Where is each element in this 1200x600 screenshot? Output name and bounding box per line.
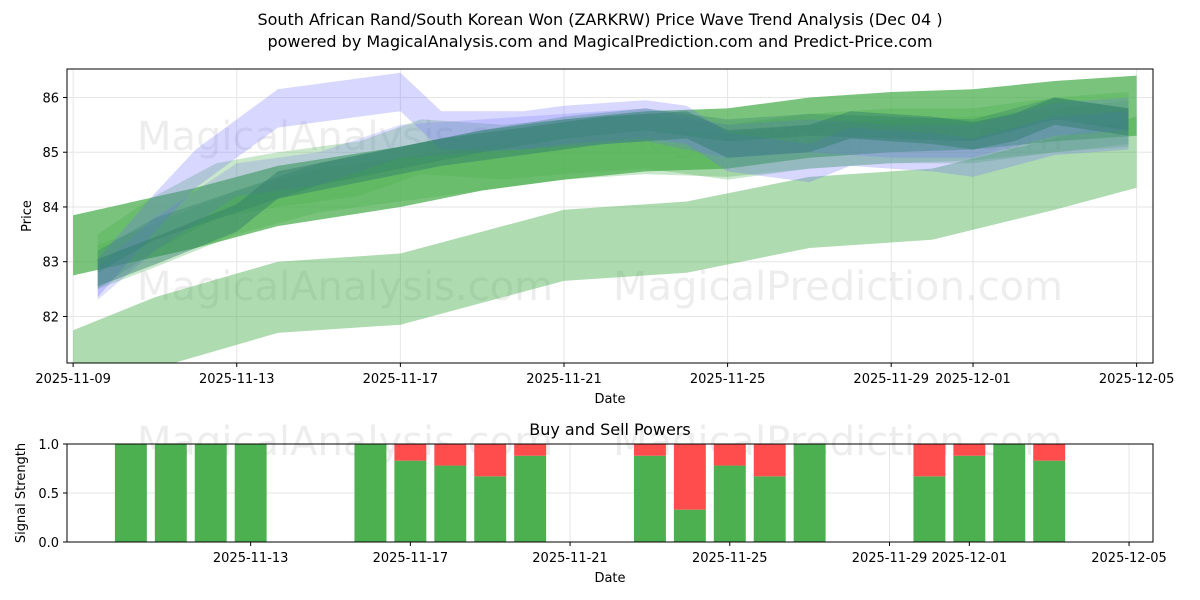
y-axis-label: Signal Strength — [14, 443, 29, 543]
price-band-2 — [73, 75, 1137, 276]
sell-bar — [913, 444, 946, 477]
buy-bar — [753, 476, 786, 542]
y-tick-label: 83 — [42, 256, 59, 271]
y-tick-label: 85 — [42, 146, 59, 161]
sell-bar — [1033, 444, 1066, 461]
x-tick-label: 2025-11-29 — [853, 372, 929, 387]
y-axis-label: Price — [20, 200, 35, 232]
x-tick-label: 2025-11-21 — [532, 551, 608, 566]
buy-bar — [633, 455, 666, 542]
sell-bar — [633, 444, 666, 456]
price-band-1 — [73, 116, 1137, 363]
y-tick-label: 1.0 — [38, 438, 59, 453]
buy-bar — [474, 476, 507, 542]
price-band-7 — [97, 97, 1129, 287]
x-tick-label: 2025-11-17 — [373, 551, 449, 566]
price-band-6 — [97, 97, 1129, 300]
x-tick-label: 2025-11-25 — [692, 551, 768, 566]
x-tick-label: 2025-11-21 — [526, 372, 602, 387]
buy-bar — [673, 509, 706, 542]
subchart-title: Buy and Sell Powers — [529, 420, 691, 439]
x-tick-label: 2025-12-05 — [1099, 372, 1175, 387]
x-tick-label: 2025-11-13 — [199, 372, 275, 387]
y-tick-label: 84 — [42, 201, 59, 216]
y-tick-label: 82 — [42, 310, 59, 325]
x-tick-label: 2025-12-01 — [935, 372, 1011, 387]
y-tick-label: 86 — [42, 91, 59, 106]
x-tick-label: 2025-11-25 — [690, 372, 766, 387]
sell-bar — [953, 444, 986, 456]
buy-sell-power-chart: MagicalAnalysis.com MagicalPrediction.com… — [14, 419, 1167, 586]
y-tick-label: 0.0 — [38, 536, 59, 551]
sell-bar — [713, 444, 746, 466]
sell-bar — [753, 444, 786, 477]
sell-bar — [394, 444, 427, 461]
buy-bar — [234, 444, 267, 542]
sell-bar — [514, 444, 547, 456]
x-axis-label: Date — [594, 392, 625, 407]
x-tick-label: 2025-11-13 — [213, 551, 289, 566]
x-tick-label: 2025-11-29 — [852, 551, 928, 566]
buy-bar — [793, 444, 826, 542]
y-tick-label: 0.5 — [38, 487, 59, 502]
x-tick-label: 2025-12-01 — [932, 551, 1008, 566]
x-tick-label: 2025-11-09 — [35, 372, 111, 387]
buy-bar — [194, 444, 227, 542]
chart-title-line2: powered by MagicalAnalysis.com and Magic… — [267, 32, 933, 51]
sell-bar — [474, 444, 507, 477]
plot-frame — [66, 68, 1154, 364]
buy-bar — [354, 444, 387, 542]
price-band-8 — [97, 97, 1129, 273]
chart-title-line1: South African Rand/South Korean Won (ZAR… — [257, 10, 943, 29]
buy-bar — [114, 444, 147, 542]
price-bands — [73, 72, 1137, 363]
watermark-text: MagicalAnalysis.com — [137, 264, 553, 310]
x-tick-label: 2025-11-17 — [363, 372, 439, 387]
buy-bar — [713, 465, 746, 542]
price-band-4 — [97, 100, 1129, 290]
buy-bar — [953, 455, 986, 542]
buy-bar — [514, 455, 547, 542]
price-band-5 — [97, 72, 1129, 298]
price-wave-chart: MagicalAnalysis.com MagicalPrediction.com… — [20, 68, 1175, 407]
buy-bar — [154, 444, 187, 542]
watermark-text: MagicalPrediction.com — [613, 264, 1063, 310]
buy-bar — [1033, 460, 1066, 542]
buy-bar — [394, 460, 427, 542]
x-tick-label: 2025-12-05 — [1091, 551, 1167, 566]
buy-bar — [913, 476, 946, 542]
sell-bar — [673, 444, 706, 510]
sell-bar — [434, 444, 467, 466]
price-band-3 — [97, 92, 1129, 290]
buy-bar — [993, 444, 1026, 542]
x-axis-label: Date — [594, 571, 625, 586]
buy-bar — [434, 465, 467, 542]
